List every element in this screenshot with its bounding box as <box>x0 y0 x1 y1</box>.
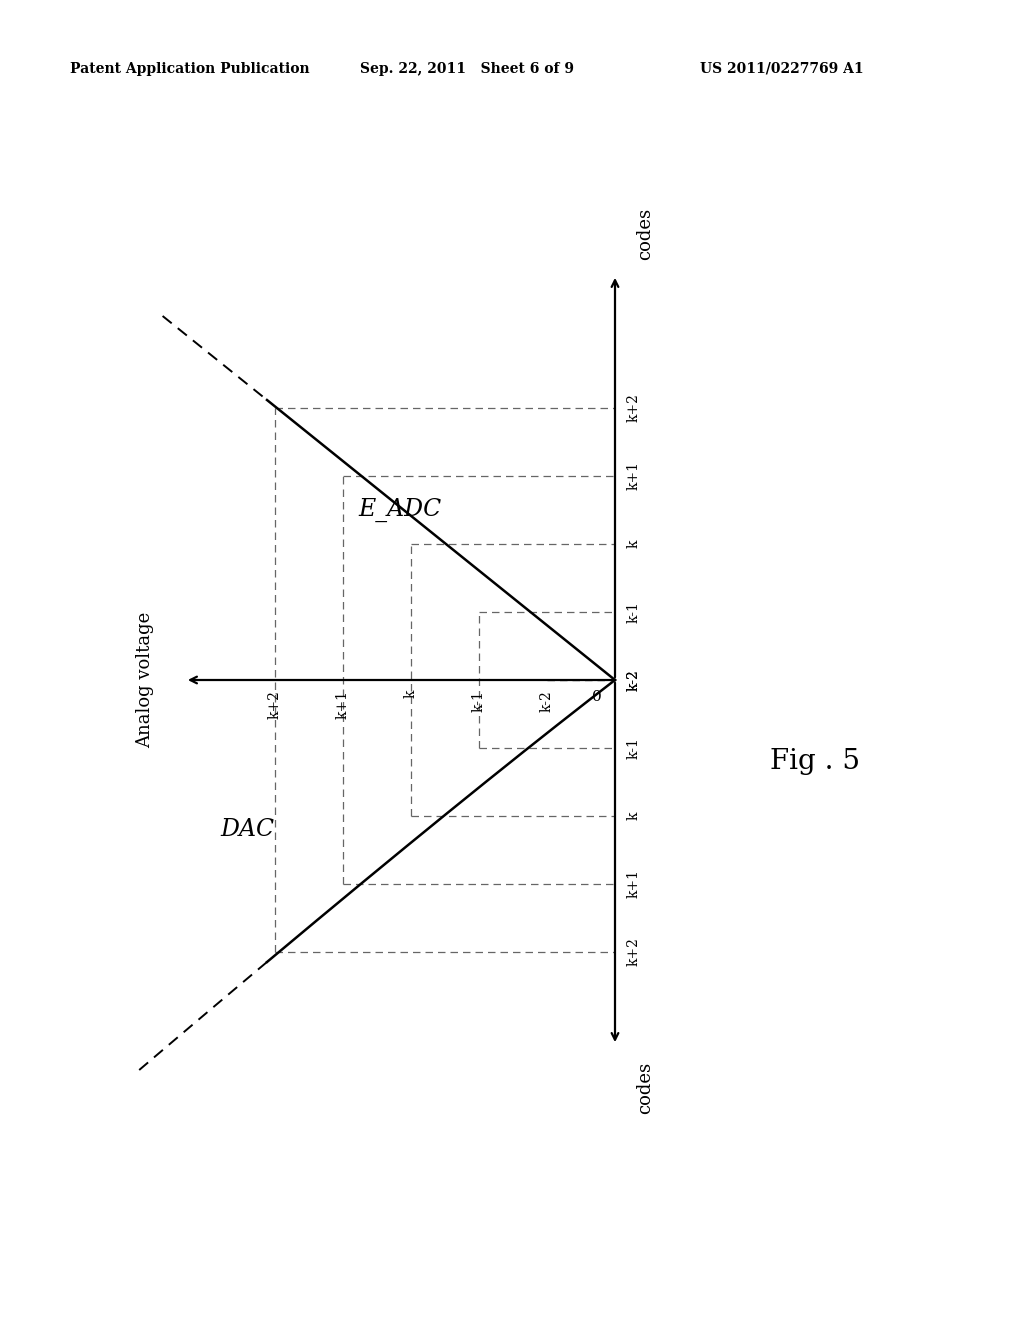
Text: k+2: k+2 <box>627 937 641 966</box>
Text: k+1: k+1 <box>336 690 350 719</box>
Text: codes: codes <box>636 1063 654 1114</box>
Text: 0: 0 <box>592 690 602 704</box>
Text: Fig . 5: Fig . 5 <box>770 748 860 775</box>
Text: k-1: k-1 <box>472 690 486 711</box>
Text: DAC: DAC <box>220 818 274 841</box>
Text: k-1: k-1 <box>627 601 641 623</box>
Text: Analog voltage: Analog voltage <box>136 612 154 748</box>
Text: k+1: k+1 <box>627 870 641 899</box>
Text: k+2: k+2 <box>627 393 641 422</box>
Text: k: k <box>404 690 418 698</box>
Text: k: k <box>627 812 641 820</box>
Text: k+1: k+1 <box>627 462 641 491</box>
Text: k-2: k-2 <box>627 669 641 690</box>
Text: US 2011/0227769 A1: US 2011/0227769 A1 <box>700 62 863 77</box>
Text: E_ADC: E_ADC <box>358 498 441 523</box>
Text: k: k <box>627 540 641 548</box>
Text: Sep. 22, 2011   Sheet 6 of 9: Sep. 22, 2011 Sheet 6 of 9 <box>360 62 574 77</box>
Text: Patent Application Publication: Patent Application Publication <box>70 62 309 77</box>
Text: k-1: k-1 <box>627 737 641 759</box>
Text: k-2: k-2 <box>540 690 554 711</box>
Text: codes: codes <box>636 207 654 260</box>
Text: k+2: k+2 <box>268 690 282 719</box>
Text: k-2: k-2 <box>627 669 641 690</box>
